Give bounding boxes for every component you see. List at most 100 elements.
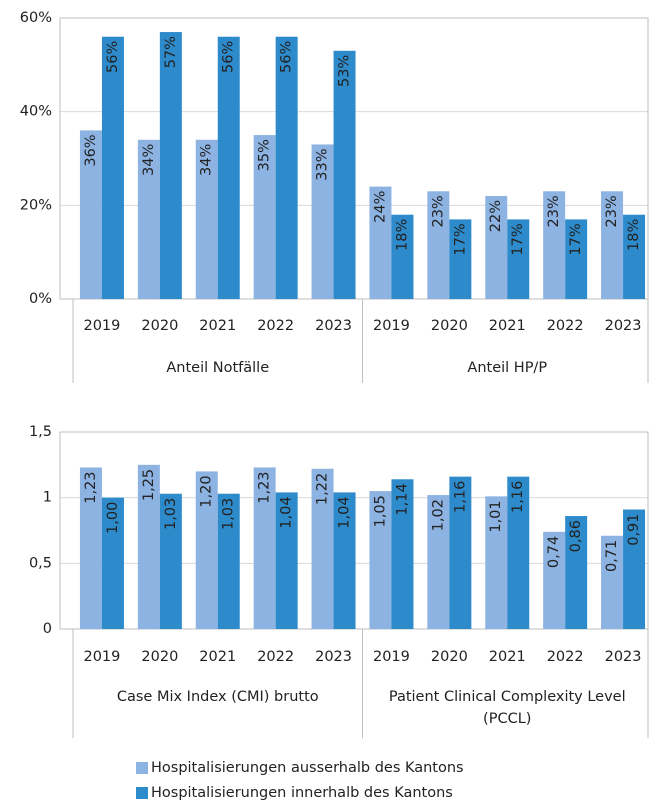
value-label: 56%	[279, 41, 295, 73]
group-label: (PCCL)	[483, 711, 531, 727]
value-label: 0,74	[546, 536, 562, 568]
value-label: 1,04	[337, 496, 353, 528]
y-tick-label: 60%	[20, 10, 52, 26]
value-label: 34%	[141, 144, 157, 176]
value-label: 0,86	[568, 520, 584, 552]
value-label: 24%	[372, 191, 388, 223]
bar	[565, 516, 588, 629]
y-tick-label: 1,5	[29, 424, 52, 440]
value-label: 1,04	[279, 496, 295, 528]
value-label: 1,02	[430, 499, 446, 531]
x-tick-label: 2023	[315, 649, 352, 665]
y-tick-label: 20%	[20, 197, 52, 213]
value-label: 1,16	[452, 481, 468, 513]
x-tick-label: 2019	[83, 318, 120, 334]
value-label: 17%	[452, 223, 468, 255]
value-label: 23%	[604, 195, 620, 227]
legend-label: Hospitalisierungen ausserhalb des Kanton…	[151, 760, 464, 776]
bar	[217, 493, 240, 629]
y-tick-label: 40%	[20, 104, 52, 120]
bar	[449, 476, 472, 629]
x-tick-label: 2019	[83, 649, 120, 665]
bar	[159, 493, 182, 629]
bar	[253, 467, 276, 629]
group-label: Patient Clinical Complexity Level	[389, 689, 626, 705]
x-tick-label: 2022	[257, 318, 294, 334]
value-label: 0,71	[604, 540, 620, 572]
value-label: 35%	[257, 139, 273, 171]
bar	[427, 191, 450, 299]
value-label: 1,23	[83, 471, 99, 503]
x-tick-label: 2021	[489, 318, 526, 334]
bar	[311, 468, 334, 629]
bar	[427, 495, 450, 629]
x-tick-label: 2022	[547, 649, 584, 665]
value-label: 34%	[199, 144, 215, 176]
value-label: 57%	[163, 36, 179, 68]
bar	[79, 130, 102, 299]
value-label: 1,25	[141, 469, 157, 501]
bar	[101, 497, 124, 629]
x-tick-label: 2022	[257, 649, 294, 665]
value-label: 1,14	[394, 483, 410, 515]
x-tick-label: 2021	[489, 649, 526, 665]
bar	[79, 467, 102, 629]
bar	[565, 219, 588, 299]
x-tick-label: 2021	[199, 318, 236, 334]
bar	[369, 491, 392, 629]
legend-swatch	[136, 787, 148, 799]
bar	[333, 50, 356, 300]
x-tick-label: 2020	[141, 649, 178, 665]
value-label: 1,16	[510, 481, 526, 513]
value-label: 56%	[221, 41, 237, 73]
group-label: Anteil Notfälle	[166, 360, 269, 376]
x-tick-label: 2022	[547, 318, 584, 334]
value-label: 1,20	[199, 475, 215, 507]
bar	[485, 496, 508, 629]
x-tick-label: 2023	[315, 318, 352, 334]
bar	[623, 214, 646, 299]
value-label: 1,05	[372, 495, 388, 527]
x-tick-label: 2023	[605, 649, 642, 665]
bar	[369, 186, 392, 299]
bar	[391, 214, 414, 299]
bar	[101, 36, 124, 299]
x-tick-label: 2019	[373, 649, 410, 665]
x-tick-label: 2021	[199, 649, 236, 665]
value-label: 1,03	[221, 498, 237, 530]
bar	[275, 36, 298, 299]
value-label: 18%	[394, 219, 410, 251]
value-label: 1,23	[257, 471, 273, 503]
x-tick-label: 2020	[141, 318, 178, 334]
x-tick-label: 2020	[431, 318, 468, 334]
bar	[391, 479, 414, 629]
value-label: 1,00	[105, 502, 121, 534]
legend-swatch	[136, 762, 148, 774]
value-label: 0,91	[626, 513, 642, 545]
bar	[253, 135, 276, 299]
y-tick-label: 0	[43, 621, 52, 637]
bar	[195, 471, 218, 629]
bar	[333, 492, 356, 629]
bar	[311, 144, 334, 299]
bar	[507, 476, 530, 629]
value-label: 1,03	[163, 498, 179, 530]
value-label: 36%	[83, 134, 99, 166]
bar	[623, 509, 646, 629]
y-tick-label: 0,5	[29, 555, 52, 571]
legend-label: Hospitalisierungen innerhalb des Kantons	[151, 785, 453, 801]
value-label: 1,22	[315, 473, 331, 505]
bar	[137, 139, 160, 299]
bar	[543, 191, 566, 299]
value-label: 17%	[510, 223, 526, 255]
value-label: 22%	[488, 200, 504, 232]
bar	[601, 535, 624, 629]
bar	[137, 464, 160, 629]
value-label: 1,01	[488, 500, 504, 532]
value-label: 33%	[315, 148, 331, 180]
bar	[485, 195, 508, 299]
y-tick-label: 1	[43, 490, 52, 506]
value-label: 23%	[546, 195, 562, 227]
x-tick-label: 2020	[431, 649, 468, 665]
